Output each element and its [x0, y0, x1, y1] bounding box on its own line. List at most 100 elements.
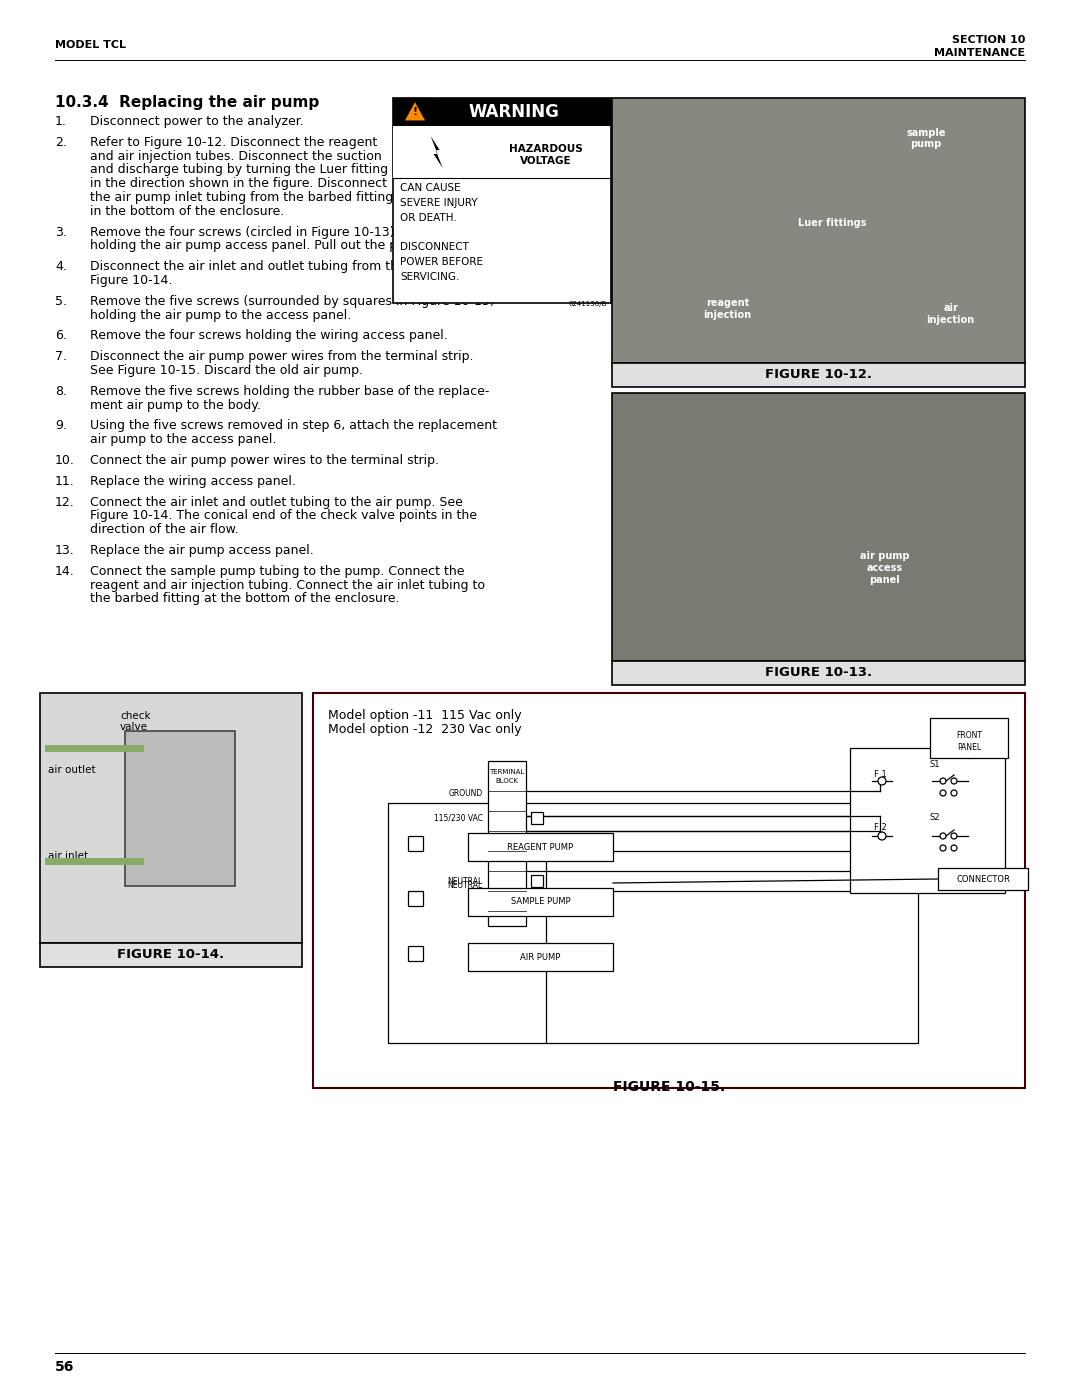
Text: Remove the four screws holding the wiring access panel.: Remove the four screws holding the wirin… [90, 330, 448, 342]
Bar [531, 875, 543, 887]
Polygon shape [404, 101, 426, 122]
Bar [468, 888, 613, 916]
Bar [393, 98, 611, 303]
Text: Disconnect the air pump power wires from the terminal strip.: Disconnect the air pump power wires from… [90, 351, 473, 363]
Text: VOLTAGE: VOLTAGE [519, 156, 571, 166]
Text: 6.: 6. [55, 330, 67, 342]
Text: 3.: 3. [55, 225, 67, 239]
Text: ment air pump to the body.: ment air pump to the body. [90, 398, 261, 412]
Text: CAN CAUSE
SEVERE INJURY
OR DEATH.

DISCONNECT
POWER BEFORE
SERVICING.: CAN CAUSE SEVERE INJURY OR DEATH. DISCON… [400, 183, 483, 282]
Text: and air injection tubes. Disconnect the suction: and air injection tubes. Disconnect the … [90, 149, 381, 162]
Text: FIGURE 10-14.: FIGURE 10-14. [118, 949, 225, 961]
Text: 7.: 7. [55, 351, 67, 363]
Bar [612, 363, 1025, 387]
Text: NEUTRAL: NEUTRAL [448, 882, 483, 890]
Text: air pump: air pump [860, 550, 909, 562]
Bar [408, 835, 423, 851]
Text: HAZARDOUS: HAZARDOUS [509, 144, 582, 154]
Text: SECTION 10: SECTION 10 [951, 35, 1025, 45]
Bar [939, 868, 1028, 890]
Text: S2: S2 [930, 813, 941, 821]
Text: Remove the four screws (circled in Figure 10-13): Remove the four screws (circled in Figur… [90, 225, 394, 239]
Text: injection: injection [703, 310, 752, 320]
Polygon shape [431, 136, 443, 168]
Text: valve: valve [120, 722, 148, 732]
Text: REAGENT PUMP: REAGENT PUMP [508, 842, 573, 852]
Bar [468, 833, 613, 861]
Bar [850, 747, 1005, 893]
Text: AIR PUMP: AIR PUMP [521, 953, 561, 961]
Bar [531, 812, 543, 824]
Text: direction of the air flow.: direction of the air flow. [90, 524, 239, 536]
Text: holding the air pump to the access panel.: holding the air pump to the access panel… [90, 309, 351, 321]
Bar [468, 943, 613, 971]
Text: check: check [120, 711, 150, 721]
Bar [393, 98, 611, 126]
Text: injection: injection [927, 314, 975, 326]
Bar [612, 393, 1025, 661]
Text: 1.: 1. [55, 115, 67, 129]
Bar [930, 718, 1008, 759]
Bar [393, 126, 485, 177]
Bar [408, 946, 423, 961]
Text: 11.: 11. [55, 475, 75, 488]
Text: 2.: 2. [55, 136, 67, 149]
Text: Luer fittings: Luer fittings [798, 218, 866, 228]
Text: TERMINAL: TERMINAL [489, 768, 525, 775]
Text: 14.: 14. [55, 564, 75, 578]
Circle shape [951, 778, 957, 784]
Text: air: air [943, 303, 958, 313]
Text: GROUND: GROUND [449, 788, 483, 798]
Text: 115/230 VAC: 115/230 VAC [434, 813, 483, 823]
Text: MODEL TCL: MODEL TCL [55, 41, 126, 50]
Text: Connect the sample pump tubing to the pump. Connect the: Connect the sample pump tubing to the pu… [90, 564, 464, 578]
Circle shape [940, 833, 946, 840]
Circle shape [940, 845, 946, 851]
Text: reagent and air injection tubing. Connect the air inlet tubing to: reagent and air injection tubing. Connec… [90, 578, 485, 591]
Circle shape [951, 845, 957, 851]
Text: Refer to Figure 10-12. Disconnect the reagent: Refer to Figure 10-12. Disconnect the re… [90, 136, 377, 149]
Text: FRONT: FRONT [956, 731, 982, 740]
Text: Model option -12  230 Vac only: Model option -12 230 Vac only [328, 724, 522, 736]
Text: FIGURE 10-12.: FIGURE 10-12. [765, 369, 872, 381]
Text: Using the five screws removed in step 6, attach the replacement: Using the five screws removed in step 6,… [90, 419, 497, 433]
Circle shape [940, 789, 946, 796]
Text: PANEL: PANEL [957, 743, 981, 752]
Bar [488, 761, 526, 926]
Text: holding the air pump access panel. Pull out the pump and panel.: holding the air pump access panel. Pull … [90, 239, 496, 253]
Text: Remove the five screws holding the rubber base of the replace-: Remove the five screws holding the rubbe… [90, 384, 489, 398]
Text: See Figure 10-15. Discard the old air pump.: See Figure 10-15. Discard the old air pu… [90, 365, 363, 377]
Text: BLOCK: BLOCK [496, 778, 518, 784]
Text: the air pump inlet tubing from the barbed fitting: the air pump inlet tubing from the barbe… [90, 191, 393, 204]
Text: 56: 56 [55, 1361, 75, 1375]
Bar [40, 693, 302, 943]
Text: air pump to the access panel.: air pump to the access panel. [90, 433, 276, 446]
Text: panel: panel [869, 576, 900, 585]
Text: reagent: reagent [706, 298, 750, 307]
Text: CONNECTOR: CONNECTOR [956, 875, 1010, 883]
Bar [125, 731, 235, 886]
Text: Disconnect power to the analyzer.: Disconnect power to the analyzer. [90, 115, 303, 129]
Text: SAMPLE PUMP: SAMPLE PUMP [511, 897, 570, 907]
Circle shape [878, 833, 886, 840]
Text: Replace the wiring access panel.: Replace the wiring access panel. [90, 475, 296, 488]
Bar [612, 98, 1025, 363]
Text: access: access [866, 563, 903, 573]
Text: FIGURE 10-13.: FIGURE 10-13. [765, 666, 872, 679]
Text: NEUTRAL: NEUTRAL [448, 876, 483, 886]
Text: S1: S1 [930, 760, 941, 768]
Text: 10.3.4  Replacing the air pump: 10.3.4 Replacing the air pump [55, 95, 320, 110]
Text: and discharge tubing by turning the Luer fitting: and discharge tubing by turning the Luer… [90, 163, 388, 176]
Text: 0241130/B: 0241130/B [569, 300, 607, 307]
Bar [313, 693, 1025, 1088]
Circle shape [878, 777, 886, 785]
Text: Connect the air pump power wires to the terminal strip.: Connect the air pump power wires to the … [90, 454, 438, 467]
Text: in the direction shown in the figure. Disconnect: in the direction shown in the figure. Di… [90, 177, 387, 190]
Text: Model option -11  115 Vac only: Model option -11 115 Vac only [328, 710, 522, 722]
Text: air outlet: air outlet [48, 766, 96, 775]
Text: 12.: 12. [55, 496, 75, 509]
Bar [612, 661, 1025, 685]
Text: the barbed fitting at the bottom of the enclosure.: the barbed fitting at the bottom of the … [90, 592, 400, 605]
Text: F 2: F 2 [874, 823, 887, 833]
Text: Figure 10-14. The conical end of the check valve points in the: Figure 10-14. The conical end of the che… [90, 510, 477, 522]
